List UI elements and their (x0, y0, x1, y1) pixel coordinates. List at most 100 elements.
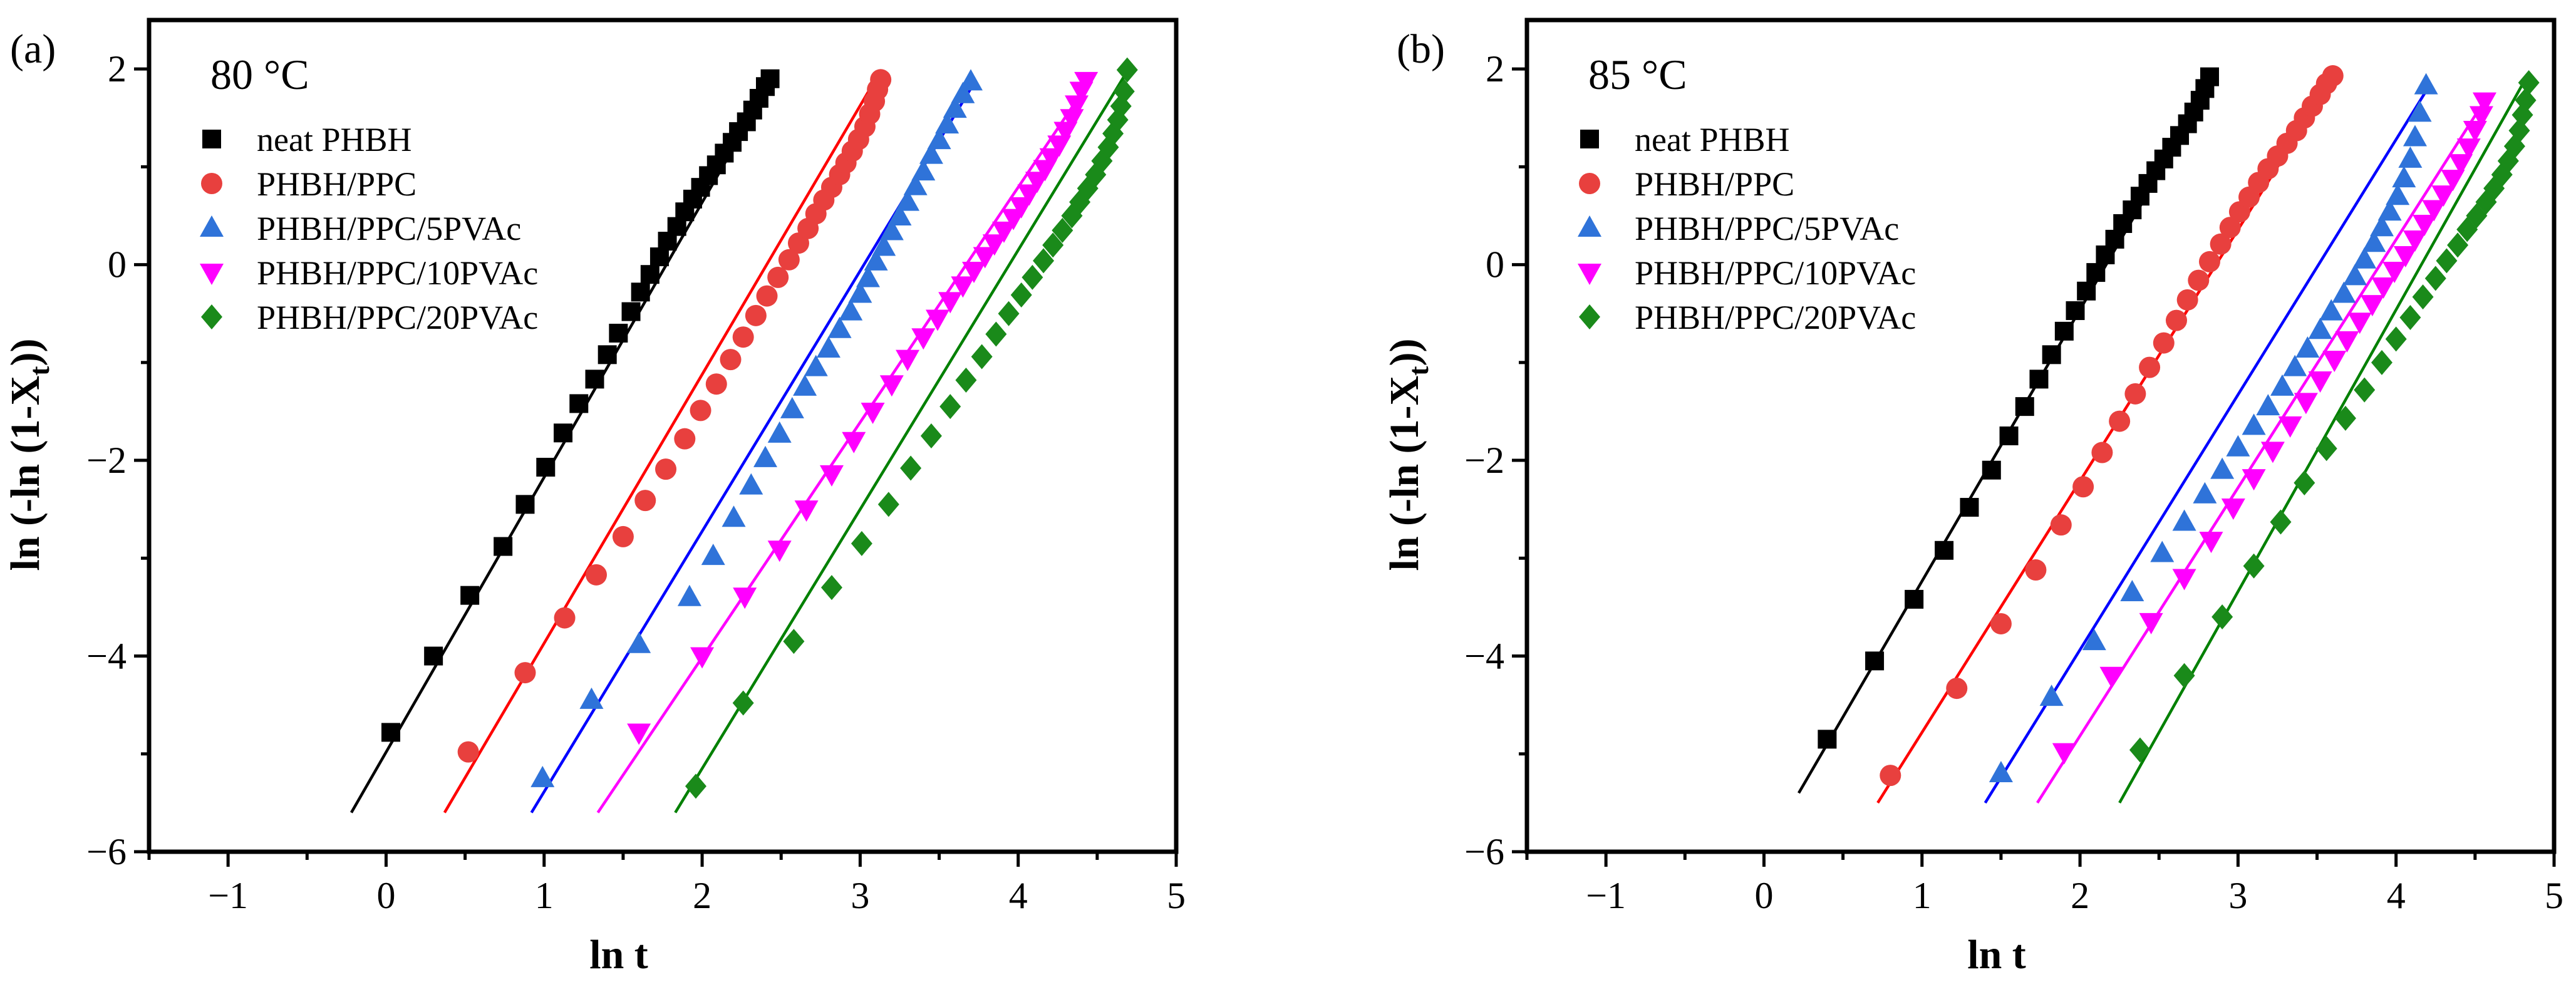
data-point (2052, 743, 2076, 765)
data-point (939, 394, 961, 420)
data-point (634, 490, 656, 512)
data-point (1017, 184, 1042, 206)
data-point (842, 432, 866, 453)
data-point (514, 662, 536, 684)
y-tick-label: −4 (86, 636, 127, 677)
data-point (2188, 269, 2210, 291)
data-point (585, 370, 604, 389)
panel-label: (a) (10, 26, 56, 72)
data-point (756, 285, 778, 307)
data-point (627, 631, 651, 653)
data-point (1982, 460, 2001, 480)
data-point (2408, 100, 2432, 122)
x-tick-label: 1 (1913, 875, 1932, 916)
data-point (827, 316, 852, 338)
data-point (2414, 73, 2438, 95)
y-axis-title: ln (-ln (1-Xt)) (1382, 339, 1434, 571)
x-tick-label: 0 (1754, 875, 1773, 916)
plot-frame (1524, 18, 2557, 854)
legend-marker (200, 215, 224, 237)
data-point (2456, 138, 2481, 160)
data-point (2139, 612, 2163, 634)
x-tick-label: 0 (376, 875, 395, 916)
fit-line (350, 78, 775, 814)
y-axis-title-end: )) (3, 339, 48, 366)
series-2-points (1880, 65, 2344, 787)
legend-label: PHBH/PPC/10PVAc (257, 254, 538, 292)
data-point (864, 249, 888, 271)
legend-label: PHBH/PPC/10PVAc (1635, 254, 1916, 292)
data-point (2221, 499, 2245, 520)
data-point (2334, 405, 2356, 431)
data-point (879, 219, 904, 240)
data-point (2295, 336, 2320, 358)
data-point (971, 344, 993, 370)
data-point (879, 375, 904, 397)
data-point (739, 473, 763, 495)
data-point (911, 159, 936, 181)
x-tick-label: 4 (2387, 875, 2406, 916)
series-2-points (457, 69, 892, 763)
data-point (1935, 540, 1954, 560)
series-5-points (685, 57, 1138, 799)
data-point (2385, 326, 2407, 352)
data-point (2393, 246, 2418, 267)
data-point (1042, 232, 1064, 258)
legend-marker (1578, 215, 1601, 237)
data-point (2242, 413, 2266, 435)
legend-label: PHBH/PPC (1635, 165, 1794, 203)
data-point (783, 629, 805, 654)
data-point (1022, 264, 1043, 290)
data-point (794, 500, 819, 522)
data-point (2371, 277, 2396, 299)
data-point (720, 349, 742, 371)
data-point (2039, 685, 2064, 706)
data-point (597, 345, 617, 364)
x-tick-label: 2 (693, 875, 711, 916)
data-point (2447, 232, 2469, 258)
data-point (973, 247, 997, 269)
y-axis-title-end: )) (1382, 339, 1427, 366)
data-point (2173, 663, 2195, 688)
data-point (896, 349, 920, 371)
data-point (621, 302, 641, 321)
data-point (1905, 589, 1924, 609)
data-point (2193, 482, 2217, 504)
data-point (778, 249, 800, 271)
data-point (1990, 612, 2012, 634)
temperature-label: 80 °C (210, 51, 309, 98)
legend-marker (1579, 304, 1600, 329)
x-axis-title: ln t (589, 932, 648, 978)
x-axis-title: ln t (1967, 932, 2026, 978)
series-3-points (1989, 73, 2438, 783)
data-point (2242, 469, 2266, 491)
data-point (851, 530, 872, 556)
legend-label: PHBH/PPC/5PVAc (257, 210, 521, 247)
data-point (1010, 282, 1032, 308)
data-point (2369, 215, 2394, 237)
data-point (2294, 393, 2318, 415)
data-point (985, 321, 1007, 347)
data-point (424, 646, 443, 666)
data-point (2294, 470, 2315, 495)
data-point (2120, 579, 2144, 601)
data-point (919, 142, 943, 164)
series-1-points (1818, 67, 2219, 749)
series-3-points (530, 69, 983, 787)
data-point (951, 276, 975, 298)
data-point (2210, 457, 2235, 479)
data-point (760, 69, 780, 88)
data-point (2153, 332, 2175, 354)
data-point (2200, 67, 2219, 86)
y-tick-label: −2 (1464, 440, 1504, 481)
data-point (685, 773, 706, 799)
fit-line (674, 73, 1127, 814)
legend-label: PHBH/PPC/20PVAc (1635, 299, 1916, 336)
data-point (2386, 183, 2410, 205)
y-axis-title-main: ln (-ln (1-X (3, 376, 48, 571)
data-point (2319, 299, 2344, 321)
x-tick-label: 3 (2228, 875, 2247, 916)
data-point (2109, 410, 2131, 432)
y-tick-label: 2 (108, 48, 127, 90)
data-point (2332, 281, 2356, 303)
